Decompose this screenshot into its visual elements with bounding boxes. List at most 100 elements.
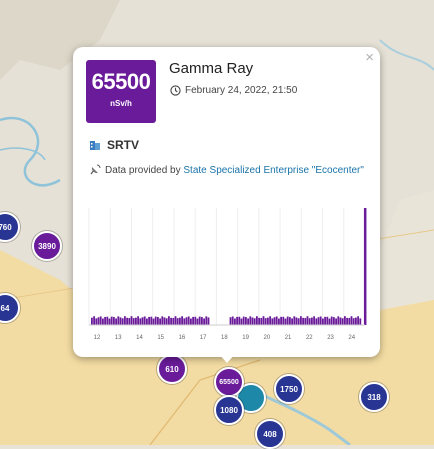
chart-bar [175, 316, 177, 325]
dose-rate-chart: 1213141516171819202122232425 [85, 205, 370, 345]
chart-bar [232, 316, 234, 325]
chart-bar [335, 318, 337, 325]
map-marker[interactable]: 318 [359, 382, 389, 412]
chart-bar [271, 318, 273, 325]
chart-bar [320, 316, 322, 325]
chart-bar [201, 317, 203, 325]
chart-bar [153, 319, 155, 325]
chart-tick-label: 22 [306, 335, 313, 341]
chart-bar [260, 318, 262, 325]
chart-tick-label: 12 [94, 335, 101, 341]
chart-bar [252, 317, 254, 325]
chart-bar [254, 318, 256, 325]
chart-bar [348, 318, 350, 325]
chart-bar [298, 318, 300, 325]
chart-bar [238, 317, 240, 325]
chart-bar [120, 317, 122, 325]
chart-bar [124, 316, 126, 325]
chart-bar [249, 316, 251, 325]
chart-bar [144, 316, 146, 325]
dose-value: 65500 [86, 69, 156, 95]
chart-bar [346, 318, 348, 325]
map-marker[interactable]: 610 [157, 354, 187, 384]
chart-bar [359, 318, 361, 325]
chart-bar [337, 316, 339, 325]
chart-tick-label: 14 [136, 335, 143, 341]
chart-bar [102, 319, 104, 325]
chart-bar [293, 316, 295, 325]
chart-tick-label: 19 [242, 335, 249, 341]
map-marker[interactable]: 1750 [274, 374, 304, 404]
station-icon [89, 139, 101, 151]
chart-bar [353, 318, 355, 325]
chart-bar [203, 318, 205, 325]
chart-bar [157, 317, 159, 325]
chart-bar [333, 317, 335, 325]
chart-bar [188, 316, 190, 325]
chart-bar [205, 316, 207, 325]
measurement-title: Gamma Ray [169, 60, 253, 77]
chart-bar [329, 319, 331, 325]
chart-bar [115, 318, 117, 325]
chart-bar [289, 317, 291, 325]
chart-tick-label: 15 [157, 335, 164, 341]
chart-bar [342, 318, 344, 325]
chart-bar [300, 316, 302, 325]
chart-bar [181, 316, 183, 325]
chart-bar [280, 317, 282, 325]
chart-bar [170, 318, 172, 325]
map-marker[interactable]: 65500 [214, 367, 244, 397]
chart-bar [296, 318, 298, 325]
date-text: February 24, 2022, 21:50 [185, 85, 297, 96]
chart-bar [95, 318, 97, 325]
provider-link[interactable]: State Specialized Enterprise "Ecocenter" [183, 165, 364, 176]
chart-bar [285, 319, 287, 325]
chart-bar [315, 318, 317, 325]
chart-bar [247, 318, 249, 325]
chart-bar [236, 317, 238, 325]
chart-bar [168, 316, 170, 325]
satellite-dish-icon [89, 164, 101, 176]
chart-bar [164, 317, 166, 325]
chart-bar [113, 317, 115, 325]
chart-bar [318, 317, 320, 325]
chart-bar [98, 317, 100, 325]
chart-bar [117, 316, 119, 325]
chart-bar [302, 318, 304, 325]
chart-bar [276, 316, 278, 325]
popup-pointer [218, 353, 236, 363]
chart-bar [278, 319, 280, 325]
chart-bar [344, 316, 346, 325]
chart-bar [166, 318, 168, 325]
chart-bar [190, 319, 192, 325]
chart-bar [291, 318, 293, 325]
dose-value-badge: 65500 nSv/h [86, 60, 156, 123]
chart-tick-label: 21 [285, 335, 292, 341]
station-name: SRTV [107, 138, 139, 152]
chart-bar [309, 318, 311, 325]
chart-bar [148, 317, 150, 325]
chart-bar [340, 318, 342, 325]
station-popup: × 65500 nSv/h Gamma Ray February 24, 202… [73, 47, 380, 357]
chart-bar [199, 317, 201, 325]
chart-bar [122, 318, 124, 325]
chart-bar [282, 317, 284, 325]
chart-bar [263, 316, 265, 325]
chart-bar [155, 317, 157, 325]
chart-bar [109, 319, 111, 325]
chart-bar [146, 319, 148, 325]
chart-tick-label: 17 [200, 335, 207, 341]
map-marker[interactable]: 3890 [32, 231, 62, 261]
chart-bar [313, 316, 315, 325]
chart-bar [179, 318, 181, 325]
chart-bar [177, 318, 179, 325]
chart-bar [192, 317, 194, 325]
chart-bar [357, 316, 359, 325]
chart-bar [243, 317, 245, 325]
chart-bar [186, 317, 188, 325]
chart-bar [355, 318, 357, 325]
map-marker[interactable]: 1080 [214, 395, 244, 425]
chart-bar [234, 319, 236, 325]
close-button[interactable]: × [365, 50, 374, 65]
chart-bar [351, 316, 353, 325]
